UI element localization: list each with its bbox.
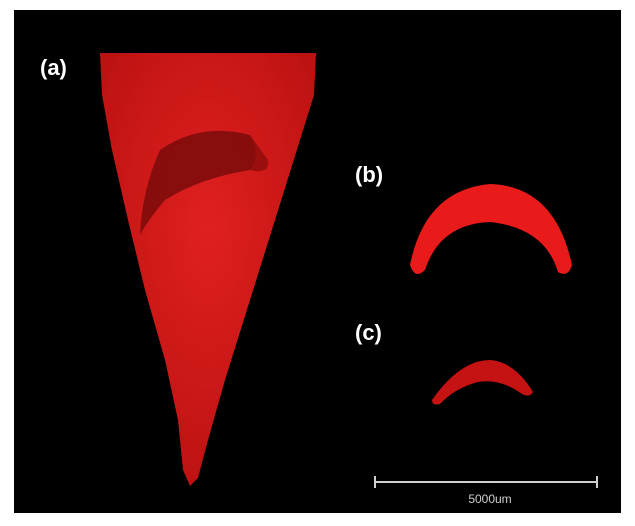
panel-label: (b) bbox=[355, 162, 383, 187]
scale-bar-label: 5000um bbox=[468, 492, 511, 506]
panel-label: (c) bbox=[355, 320, 382, 345]
figure: (a) (b) (c) 5000um bbox=[0, 0, 635, 526]
panel-label: (a) bbox=[40, 55, 67, 80]
